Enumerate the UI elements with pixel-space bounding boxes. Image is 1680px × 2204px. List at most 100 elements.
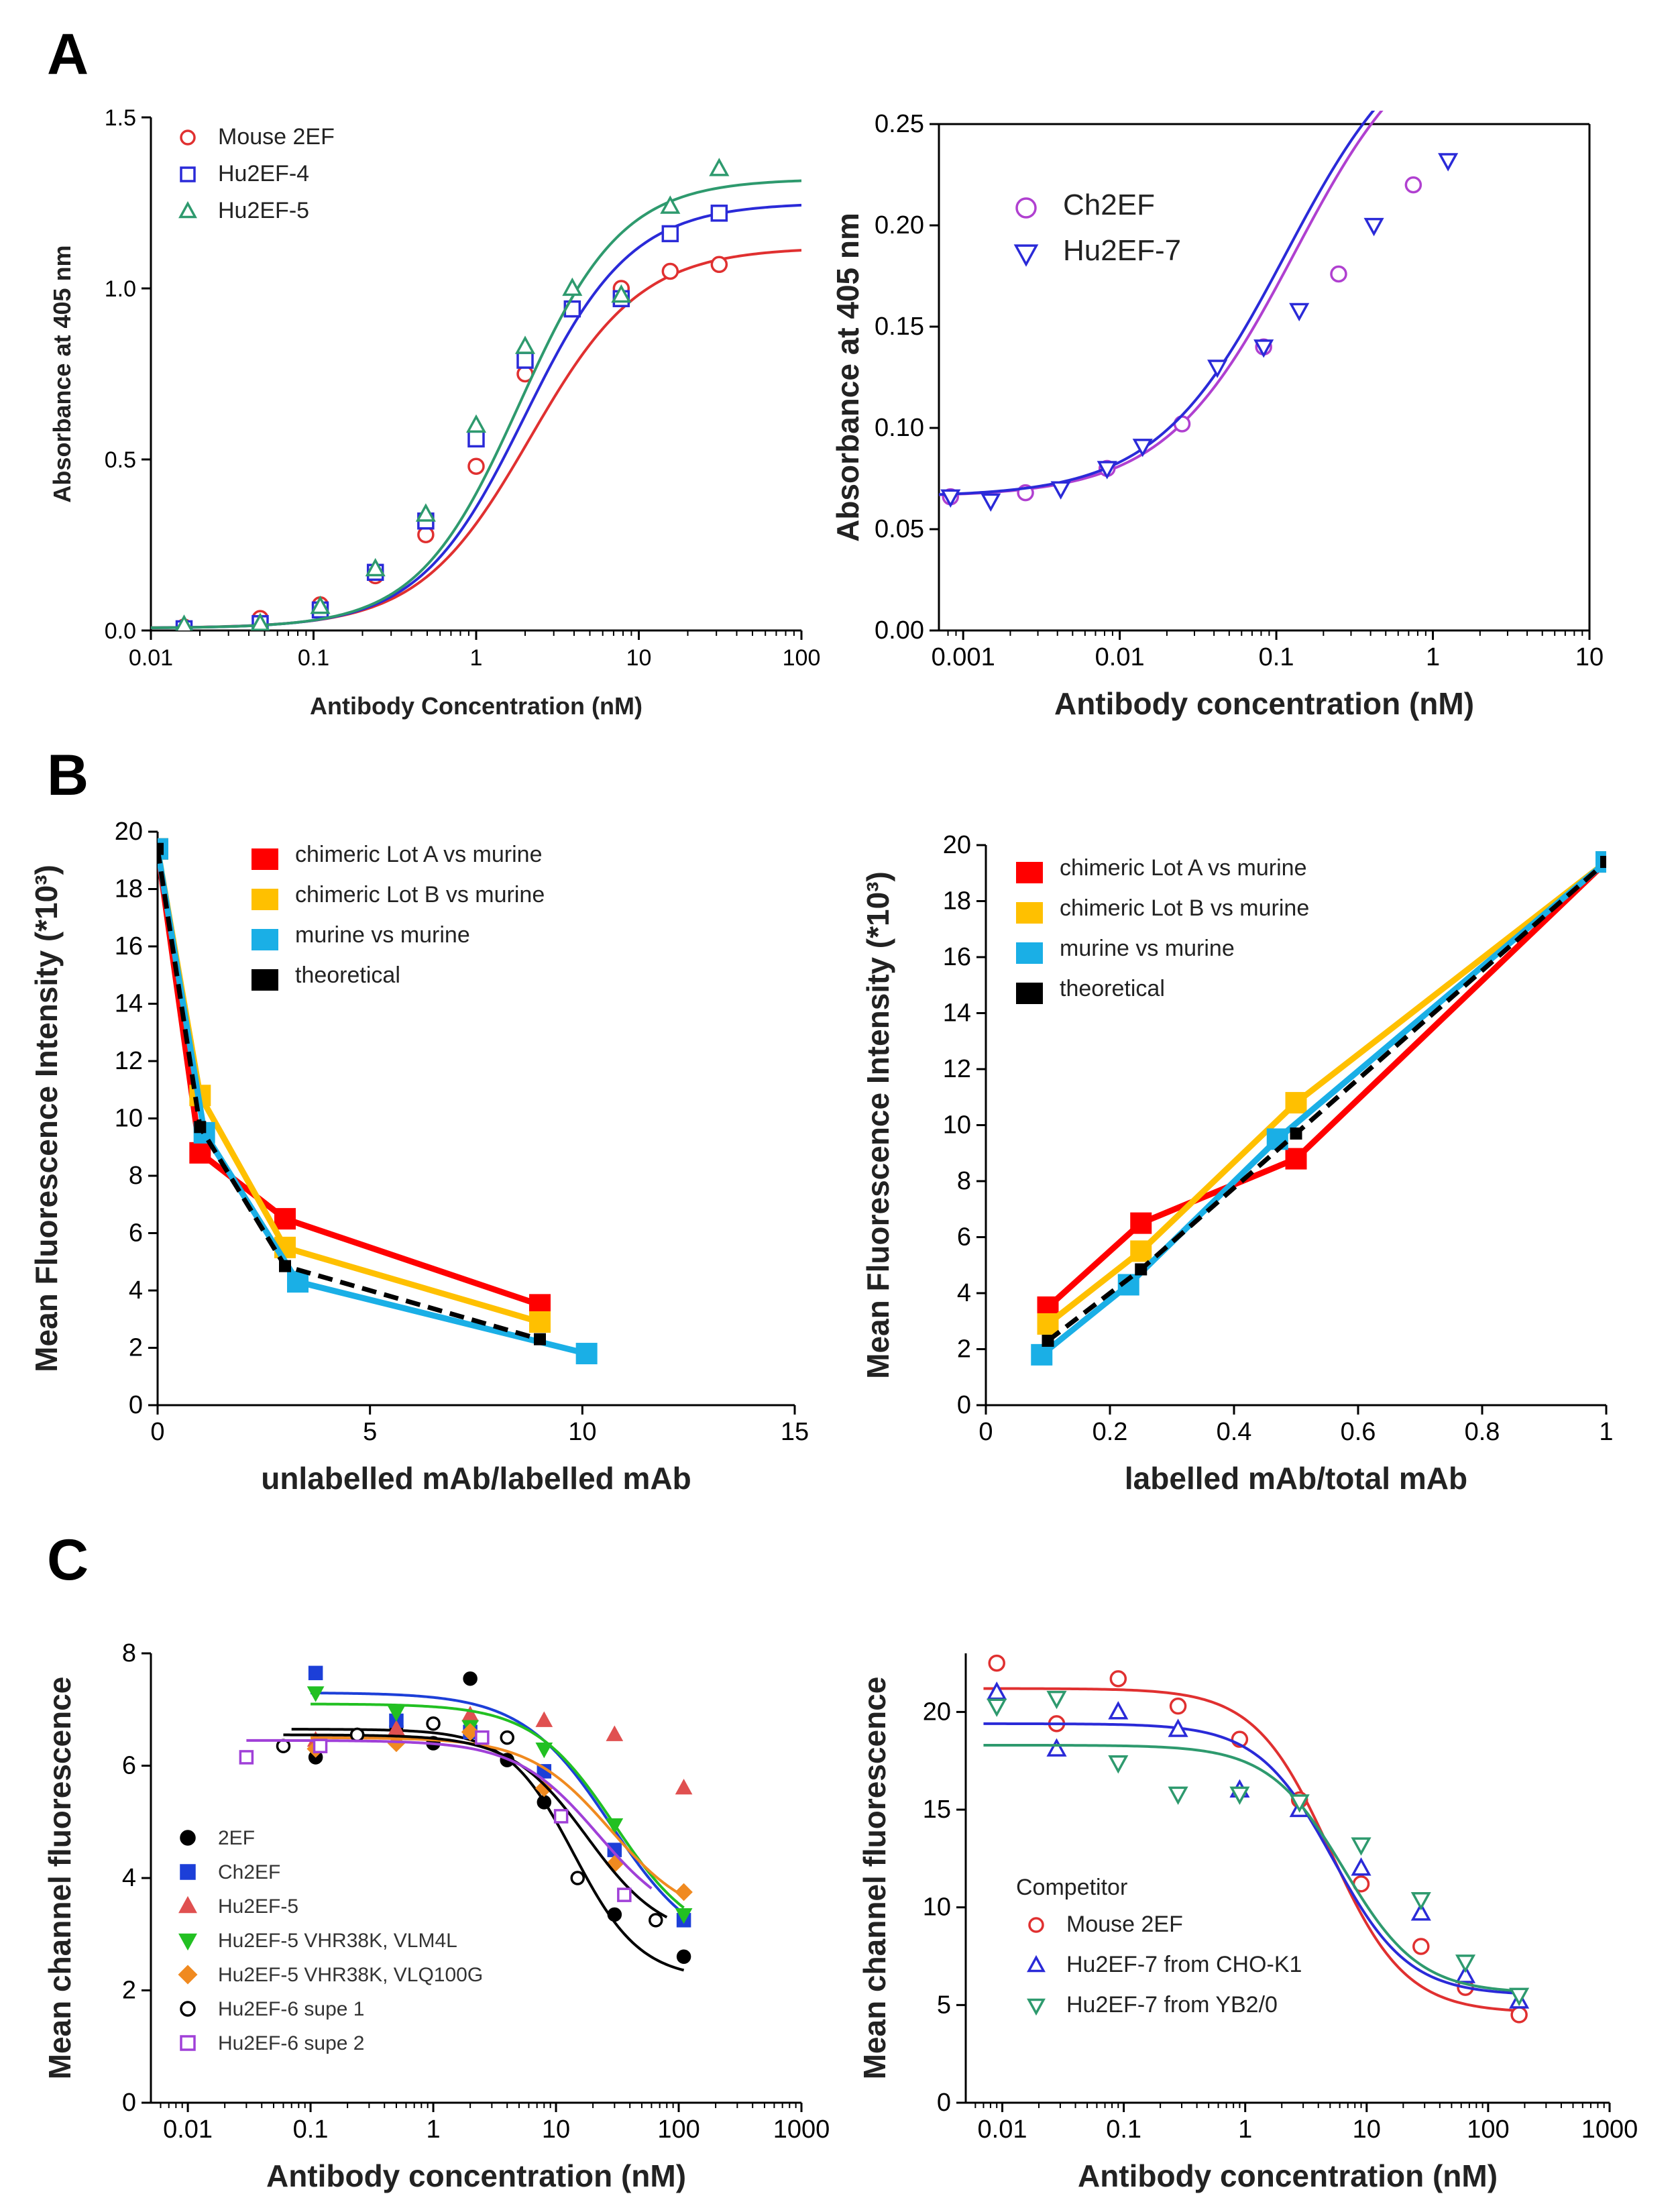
y-axis-title: Mean channel fluorescence	[857, 1677, 892, 2080]
chart-c1-channel-fluorescence: 0.01 0.1 1 10 100 1000 0 2 4 6 8 Antibody concentra…	[42, 1639, 830, 2193]
legend-label: chimeric Lot A vs murine	[295, 842, 542, 867]
series-line	[158, 848, 541, 1308]
legend-marker	[1027, 1998, 1046, 2016]
chart-b1-mfi-ratio: 0 5 10 15 0 2 4 6 8 10 12 14 16 18 20 unlabelled mAb/la…	[29, 818, 809, 1496]
x-axis-title: Antibody Concentration (nM)	[310, 692, 642, 720]
data-point	[194, 1121, 207, 1134]
x-tick-label: 100	[657, 2115, 699, 2144]
fit-curve	[983, 1687, 1522, 2013]
x-tick-label: 0.1	[298, 645, 329, 671]
data-point	[535, 1711, 553, 1727]
y-tick-label: 2	[957, 1335, 971, 1364]
legend-label: chimeric Lot B vs murine	[1060, 895, 1309, 921]
chart-b2-mfi-fraction: 0 0.2 0.4 0.6 0.8 102468101214161820labelled …	[860, 831, 1614, 1496]
x-axis-title: Antibody concentration (nM)	[1054, 686, 1474, 721]
chart-c2-channel-fluorescence: 0.01 0.1 1 10 100 1000 0 5 10 15 20 Antibody concen…	[857, 1653, 1638, 2193]
y-tick-label: 2	[129, 1334, 143, 1362]
legend-item: Hu2EF-6 supe 1	[180, 1998, 364, 2020]
data-point	[606, 1725, 624, 1741]
data-point	[1404, 176, 1422, 194]
legend-swatch	[251, 848, 278, 870]
data-point	[313, 1739, 328, 1753]
y-axis-title: Mean Fluorescence Intensity (*10³)	[860, 871, 895, 1379]
x-axis-title: labelled mAb/total mAb	[1125, 1461, 1467, 1496]
data-point	[1108, 1701, 1129, 1720]
data-point	[617, 1887, 632, 1902]
data-point	[250, 612, 270, 630]
legend-item: Hu2EF-6 supe 2	[180, 2032, 364, 2054]
fit-curve	[151, 179, 801, 629]
series-murine-vs-murine	[1031, 851, 1606, 1366]
legend-label: Hu2EF-4	[218, 161, 309, 186]
data-point	[661, 262, 679, 280]
data-point	[189, 1142, 211, 1164]
legend-item: Mouse 2EF	[1028, 1912, 1183, 1937]
x-tick-label: 0.1	[1259, 643, 1294, 671]
y-tick-label: 1.0	[105, 276, 136, 302]
legend-swatch	[1016, 902, 1043, 924]
legend-label: Hu2EF-6 supe 2	[218, 2032, 364, 2054]
x-tick-label: 0.1	[1106, 2115, 1141, 2144]
data-point	[514, 335, 536, 354]
legend-item: Hu2EF-4	[180, 161, 309, 186]
series-murine-vs-murine	[158, 838, 598, 1365]
data-point	[463, 1671, 478, 1686]
fit-curve	[939, 111, 1384, 496]
y-tick-label: 0.20	[875, 211, 924, 239]
data-point	[239, 1750, 254, 1765]
legend-item: Mouse 2EF	[180, 124, 335, 150]
legend-label: Mouse 2EF	[1066, 1912, 1183, 1937]
x-tick-label: 1	[426, 2115, 440, 2144]
y-tick-label: 8	[122, 1639, 136, 1667]
legend-label: Hu2EF-5	[218, 1895, 298, 1918]
series-line	[1046, 860, 1606, 1343]
data-point	[1253, 339, 1274, 358]
x-tick-label: 0.1	[293, 2115, 329, 2144]
data-point	[1455, 1954, 1476, 1973]
data-point	[649, 1913, 663, 1928]
x-tick-label: 5	[363, 1418, 377, 1446]
legend-marker	[178, 1895, 197, 1914]
data-point	[1266, 1128, 1288, 1150]
x-tick-label: 0.01	[978, 2115, 1027, 2144]
series-hu2ef-7-from-yb2-0	[983, 1690, 1530, 2007]
data-point	[274, 1208, 296, 1230]
x-tick-label: 0.01	[1095, 643, 1145, 671]
series-2ef	[291, 1671, 691, 1972]
x-tick-label: 10	[1575, 643, 1604, 671]
data-point	[675, 1883, 693, 1902]
y-axis-title: Absorbance at 405 nm	[830, 213, 865, 542]
legend-item: chimeric Lot B vs murine	[251, 882, 545, 910]
fit-curve	[283, 1733, 668, 1919]
legend-marker	[178, 1933, 197, 1951]
data-point	[1290, 1127, 1302, 1140]
legend: Ch2EF Hu2EF-7	[1013, 188, 1181, 267]
data-point	[1229, 1786, 1250, 1806]
data-point	[1042, 1334, 1054, 1347]
series-hu2ef-5	[306, 1706, 693, 1795]
legend-marker	[180, 166, 196, 182]
fit-curve	[311, 1692, 685, 1915]
y-tick-label: 4	[122, 1864, 136, 1892]
legend-marker	[178, 1965, 198, 1985]
data-point	[1097, 461, 1117, 480]
y-tick-label: 20	[943, 831, 971, 859]
y-tick-label: 16	[115, 932, 143, 960]
legend-swatch	[1016, 983, 1043, 1004]
legend-item: Hu2EF-5	[178, 198, 309, 223]
legend-item: chimeric Lot B vs murine	[1016, 895, 1309, 924]
data-point	[710, 256, 728, 274]
data-point	[467, 430, 485, 448]
x-tick-label: 0.4	[1217, 1418, 1252, 1446]
data-point	[1135, 1263, 1147, 1276]
y-tick-label: 0.05	[875, 515, 924, 543]
series-line	[158, 848, 541, 1342]
series-line	[1040, 859, 1606, 1358]
panel-label-b: B	[47, 743, 89, 808]
y-tick-label: 0.5	[105, 447, 136, 473]
y-tick-label: 8	[129, 1162, 143, 1190]
y-axis-title: Mean channel fluorescence	[42, 1677, 77, 2080]
y-tick-label: 14	[115, 990, 143, 1018]
y-tick-label: 20	[923, 1698, 951, 1726]
